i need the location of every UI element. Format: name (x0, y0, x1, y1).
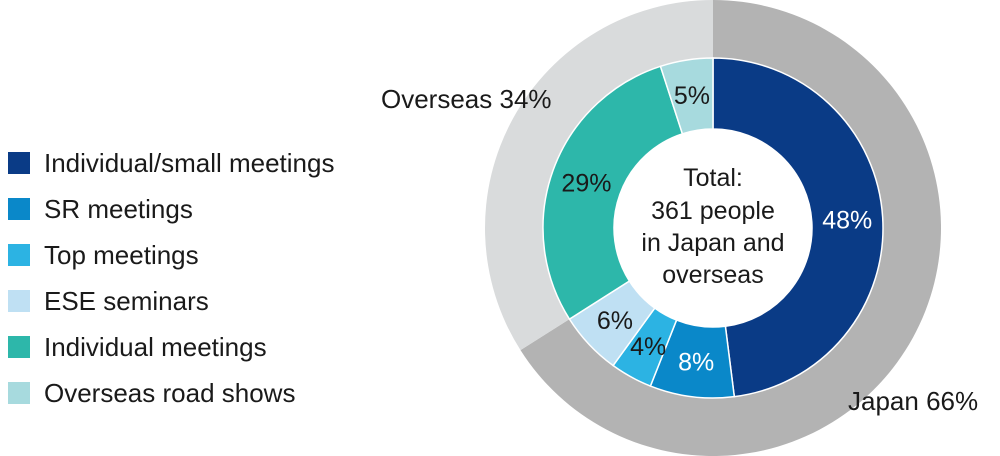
legend-label: Individual/small meetings (44, 147, 335, 178)
slice-label-top-meetings: 4% (630, 333, 666, 361)
legend-label: Top meetings (44, 239, 199, 270)
legend-swatch-top-meetings (8, 244, 30, 266)
slice-labels: 48% 8% 4%6% 29% 5% (561, 82, 872, 376)
outer-slice-overseas (485, 0, 713, 351)
legend-label: Overseas road shows (44, 377, 296, 408)
legend-item: ESE seminars (8, 278, 334, 324)
legend-item: Overseas road shows (8, 370, 334, 416)
center-hole (614, 129, 812, 327)
outer-label-japan: Japan 66% (848, 386, 978, 416)
legend: Individual/small meetings SR meetings To… (8, 140, 334, 416)
legend-swatch-individual-meetings (8, 336, 30, 358)
slice-label-ese-seminars: 6% (597, 307, 633, 335)
legend-label: SR meetings (44, 193, 193, 224)
center-text-line-3: in Japan and (641, 229, 784, 257)
slice-label-individual-meetings: 29% (561, 169, 611, 197)
legend-label: ESE seminars (44, 285, 209, 316)
slice-label-individual-small-meetings: 48% (822, 207, 872, 235)
legend-item: SR meetings (8, 186, 334, 232)
legend-item: Individual meetings (8, 324, 334, 370)
slice-label-sr-meetings: 8% (678, 348, 714, 376)
slice-label-overseas-road-shows: 5% (674, 82, 710, 110)
legend-swatch-overseas-road-shows (8, 382, 30, 404)
outer-ring (485, 0, 941, 456)
outer-label-overseas: Overseas 34% (381, 84, 552, 114)
legend-label: Individual meetings (44, 331, 267, 362)
center-text-line-2: 361 people (651, 197, 775, 225)
legend-swatch-sr-meetings (8, 198, 30, 220)
legend-swatch-ese-seminars (8, 290, 30, 312)
center-text-line-4: overseas (662, 261, 763, 289)
center-text-line-1: Total: (683, 164, 743, 192)
legend-item: Individual/small meetings (8, 140, 334, 186)
legend-swatch-individual-small-meetings (8, 152, 30, 174)
legend-item: Top meetings (8, 232, 334, 278)
